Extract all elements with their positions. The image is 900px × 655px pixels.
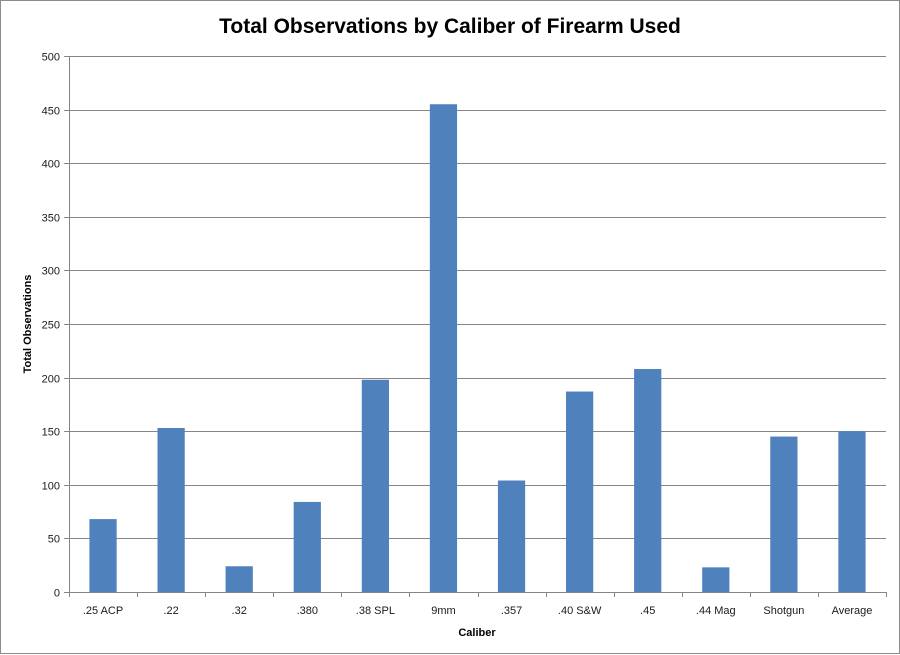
- x-tick-label: .357: [501, 605, 522, 617]
- y-tick-label: 100: [42, 481, 60, 493]
- bar-Average: [838, 431, 866, 592]
- x-tick-label: Shotgun: [763, 605, 804, 617]
- y-tick-label: 200: [42, 374, 60, 386]
- y-tick-label: 250: [42, 320, 60, 332]
- x-tick-label: 9mm: [431, 605, 455, 617]
- bar-9mm: [429, 104, 458, 593]
- x-tick-label: Average: [832, 605, 873, 617]
- y-tick-label: 150: [42, 427, 60, 439]
- x-tick-label: .45: [640, 605, 655, 617]
- bar-.44 Mag: [702, 567, 730, 592]
- bar-.38 SPL: [361, 379, 389, 592]
- y-axis-ticks: 0 50 100 150 200 250 300 350 400 450 500: [42, 52, 69, 600]
- y-tick-label: 50: [48, 534, 60, 546]
- y-axis-title: Total Observations: [22, 275, 34, 374]
- y-tick-label: 0: [54, 588, 60, 600]
- bar-.45: [634, 369, 662, 592]
- x-tick-label: .32: [232, 605, 247, 617]
- x-tick-label: .22: [163, 605, 178, 617]
- x-tick-label: .40 S&W: [558, 605, 602, 617]
- x-axis-title: Caliber: [458, 627, 496, 639]
- bar-.357: [497, 480, 526, 592]
- x-axis-ticks: .25 ACP .22 .32 .380 .38 SPL 9mm .357 .40 S&W .4…: [69, 592, 887, 617]
- x-tick-label: .38 SPL: [356, 605, 395, 617]
- x-tick-label: .380: [297, 605, 318, 617]
- bars: [89, 104, 866, 593]
- bar-.25 ACP: [89, 519, 117, 592]
- y-tick-label: 450: [42, 106, 60, 118]
- chart-title: Total Observations by Caliber of Firearm…: [219, 15, 681, 38]
- y-tick-label: 500: [42, 52, 60, 64]
- x-tick-label: .44 Mag: [696, 605, 736, 617]
- gridlines: [69, 56, 886, 539]
- bar-.32: [225, 566, 253, 592]
- bar-.380: [293, 501, 321, 592]
- bar-.40 S&W: [566, 391, 594, 592]
- y-tick-label: 350: [42, 213, 60, 225]
- y-tick-label: 300: [42, 266, 60, 278]
- bar-Shotgun: [770, 436, 798, 592]
- y-tick-label: 400: [42, 159, 60, 171]
- x-tick-label: .25 ACP: [83, 605, 123, 617]
- bar-.22: [157, 427, 185, 592]
